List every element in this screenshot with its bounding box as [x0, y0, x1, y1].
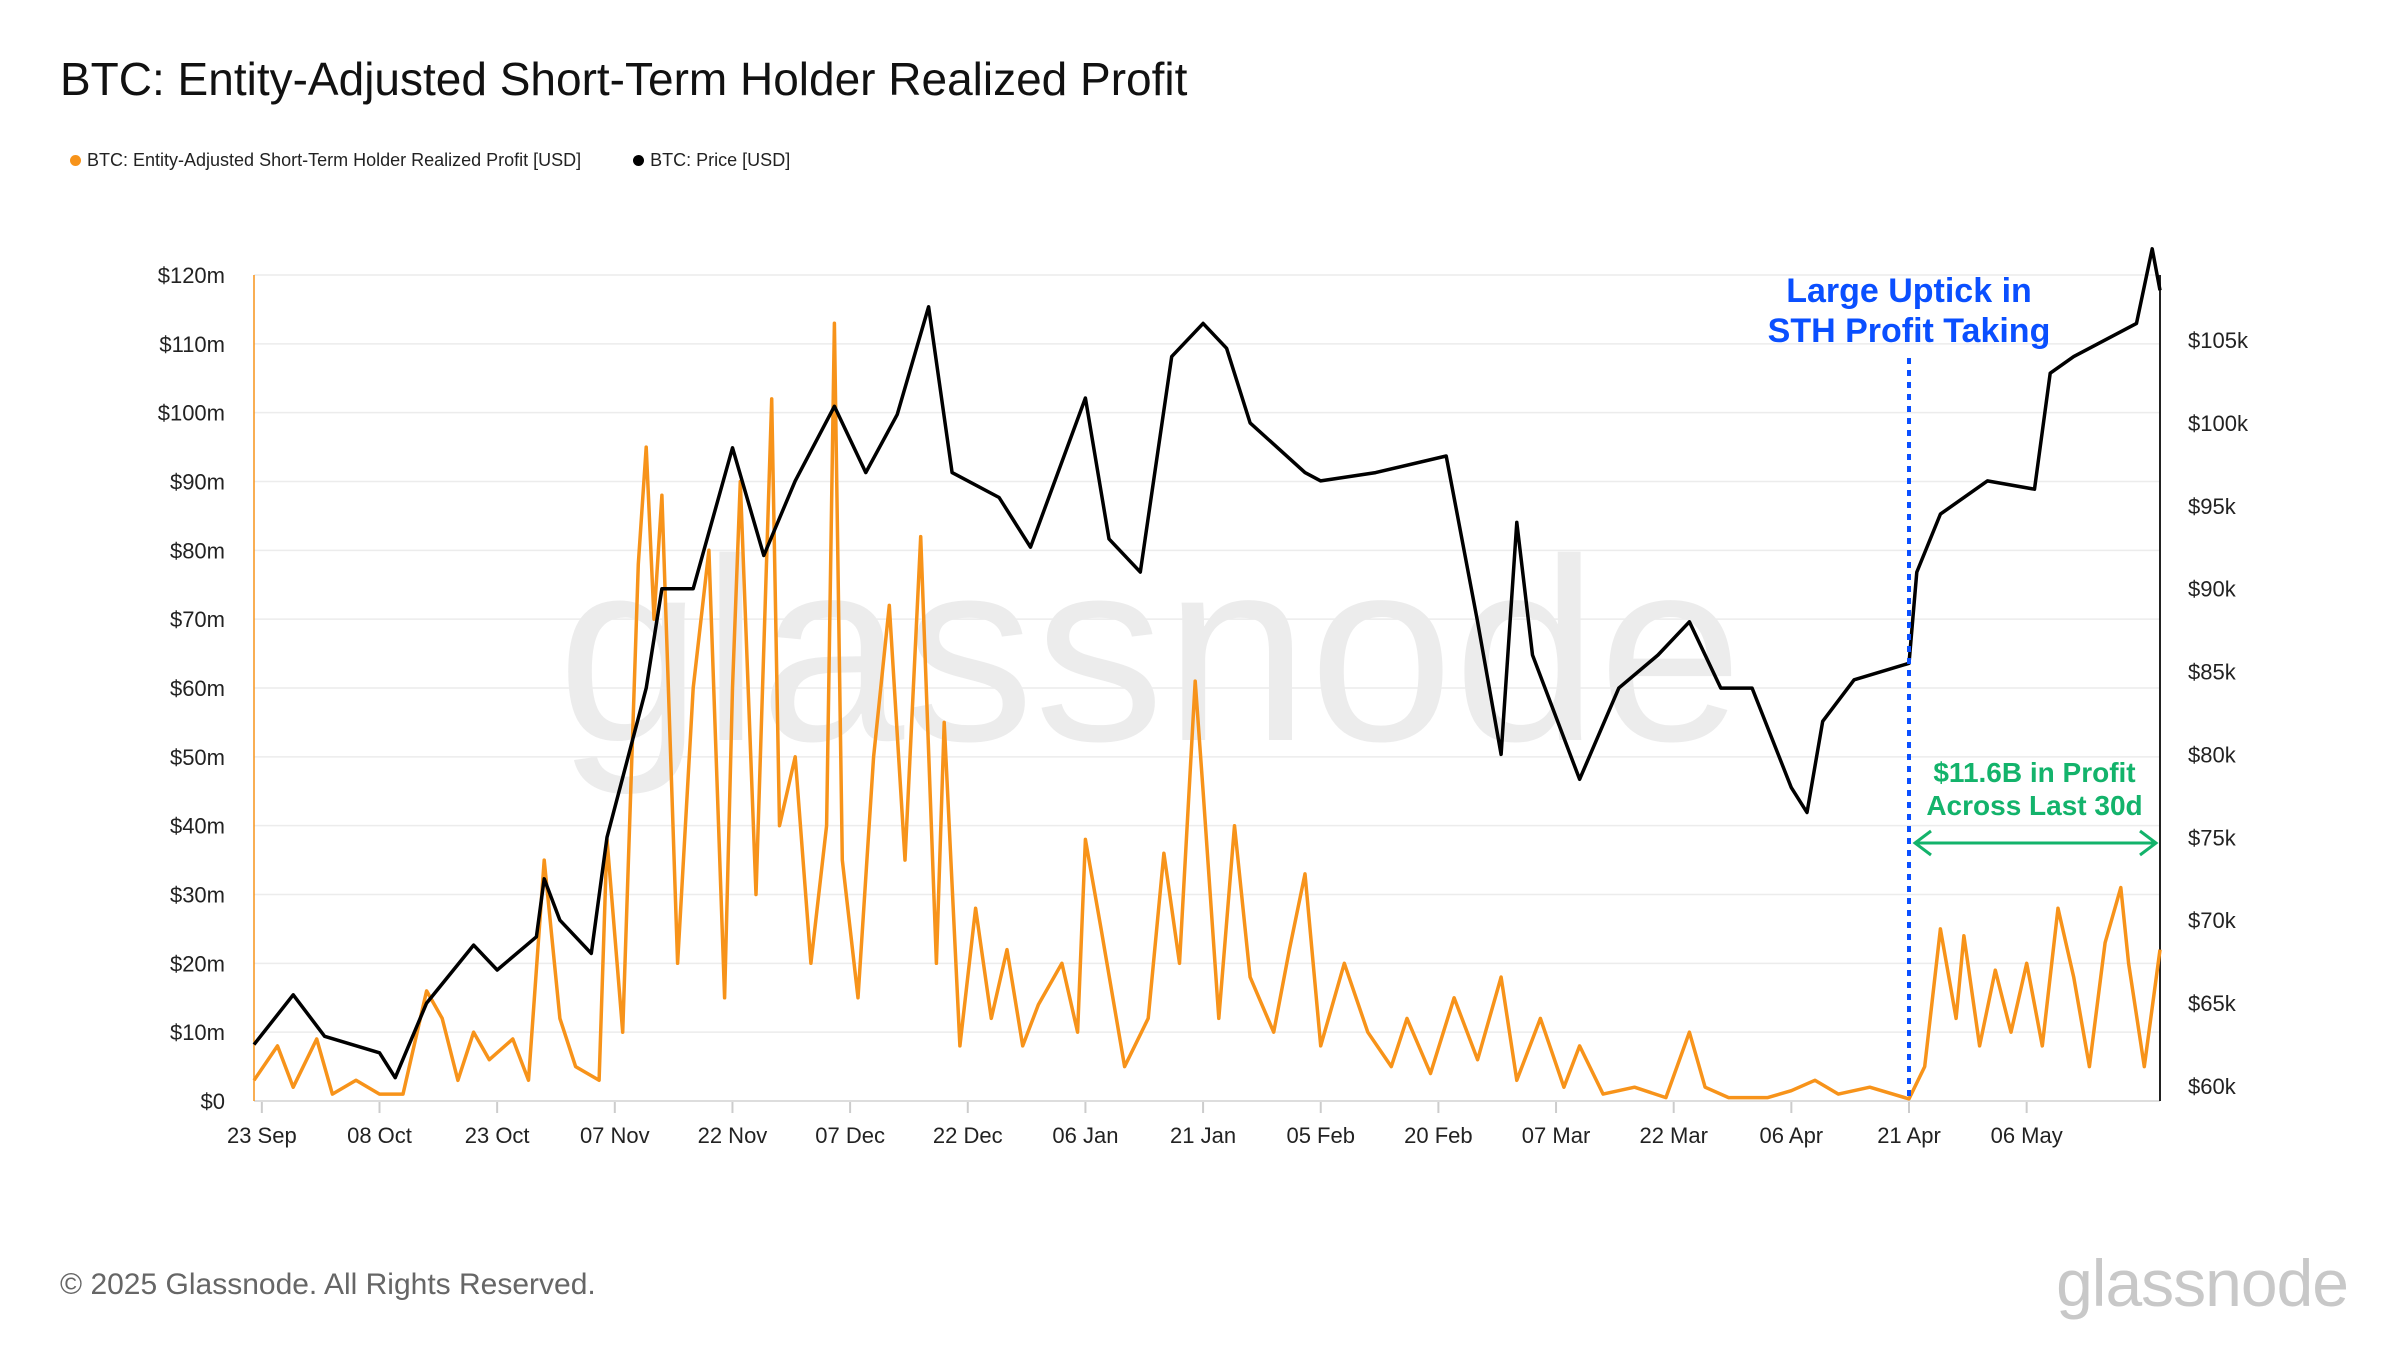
y-right-tick-label: $60k: [2188, 1074, 2237, 1099]
series-line-btc-price: [252, 247, 2162, 1080]
y-left-tick-label: $10m: [170, 1020, 225, 1045]
annotation-uptick-line2: STH Profit Taking: [1768, 312, 2051, 350]
x-tick-label: 05 Feb: [1286, 1123, 1355, 1148]
y-right-tick-label: $65k: [2188, 991, 2237, 1016]
x-tick-label: 23 Sep: [227, 1123, 297, 1148]
black-dot-icon: [633, 155, 645, 166]
x-tick-label: 07 Nov: [580, 1123, 650, 1148]
x-tick-label: 22 Nov: [698, 1123, 768, 1148]
legend-label: BTC: Price [USD]: [650, 150, 791, 170]
x-tick-label: 06 Apr: [1760, 1123, 1824, 1148]
x-tick-label: 22 Dec: [933, 1123, 1003, 1148]
x-tick-label: 06 May: [1991, 1123, 2063, 1148]
y-right-tick-label: $70k: [2188, 908, 2237, 933]
legend-label: BTC: Entity-Adjusted Short-Term Holder R…: [87, 150, 582, 170]
y-left-tick-label: $40m: [170, 814, 225, 839]
copyright: © 2025 Glassnode. All Rights Reserved.: [60, 1268, 596, 1301]
y-right-tick-label: $90k: [2188, 577, 2237, 602]
y-left-tick-label: $70m: [170, 607, 225, 632]
y-right-tick-label: $105k: [2188, 328, 2249, 353]
x-tick-label: 08 Oct: [347, 1123, 412, 1148]
legend-item-price[interactable]: BTC: Price [USD]: [633, 150, 790, 171]
legend-item-profit[interactable]: BTC: Entity-Adjusted Short-Term Holder R…: [70, 150, 581, 171]
orange-dot-icon: [70, 155, 81, 166]
y-left-tick-label: $90m: [170, 470, 225, 495]
annotation-uptick-line1: Large Uptick in: [1786, 272, 2032, 310]
y-left-tick-label: $0: [201, 1089, 225, 1114]
y-left-tick-label: $120m: [158, 263, 225, 288]
arrow-left-icon: [1912, 829, 1932, 857]
x-tick-label: 21 Jan: [1170, 1123, 1236, 1148]
y-right-tick-label: $100k: [2188, 411, 2249, 436]
y-right-tick-label: $95k: [2188, 494, 2237, 519]
glassnode-logo: glassnode: [2056, 1246, 2349, 1320]
annotation-profit-line1: $11.6B in Profit: [1933, 757, 2135, 788]
legend: BTC: Entity-Adjusted Short-Term Holder R…: [70, 150, 790, 171]
y-right-tick-label: $80k: [2188, 742, 2237, 767]
y-left-tick-label: $100m: [158, 401, 225, 426]
y-left-tick-label: $30m: [170, 883, 225, 908]
arrow-right-icon: [2139, 829, 2159, 857]
y-left-tick-label: $110m: [159, 332, 225, 357]
watermark: glassnode: [557, 506, 1742, 797]
x-tick-label: 07 Dec: [815, 1123, 885, 1148]
x-tick-label: 23 Oct: [465, 1123, 530, 1148]
y-left-tick-label: $60m: [170, 676, 225, 701]
series-line-sth-profit: [252, 321, 2162, 1101]
y-left-tick-label: $50m: [170, 745, 225, 770]
chart-title: BTC: Entity-Adjusted Short-Term Holder R…: [60, 53, 1188, 105]
x-tick-label: 20 Feb: [1404, 1123, 1473, 1148]
x-tick-label: 06 Jan: [1052, 1123, 1118, 1148]
x-tick-label: 21 Apr: [1877, 1123, 1941, 1148]
y-left-tick-label: $20m: [170, 951, 225, 976]
y-right-tick-label: $85k: [2188, 660, 2237, 685]
x-tick-label: 22 Mar: [1639, 1123, 1707, 1148]
y-left-tick-label: $80m: [170, 538, 225, 563]
y-right-tick-label: $75k: [2188, 825, 2237, 850]
annotation-profit-line2: Across Last 30d: [1926, 790, 2142, 821]
x-tick-label: 07 Mar: [1522, 1123, 1590, 1148]
